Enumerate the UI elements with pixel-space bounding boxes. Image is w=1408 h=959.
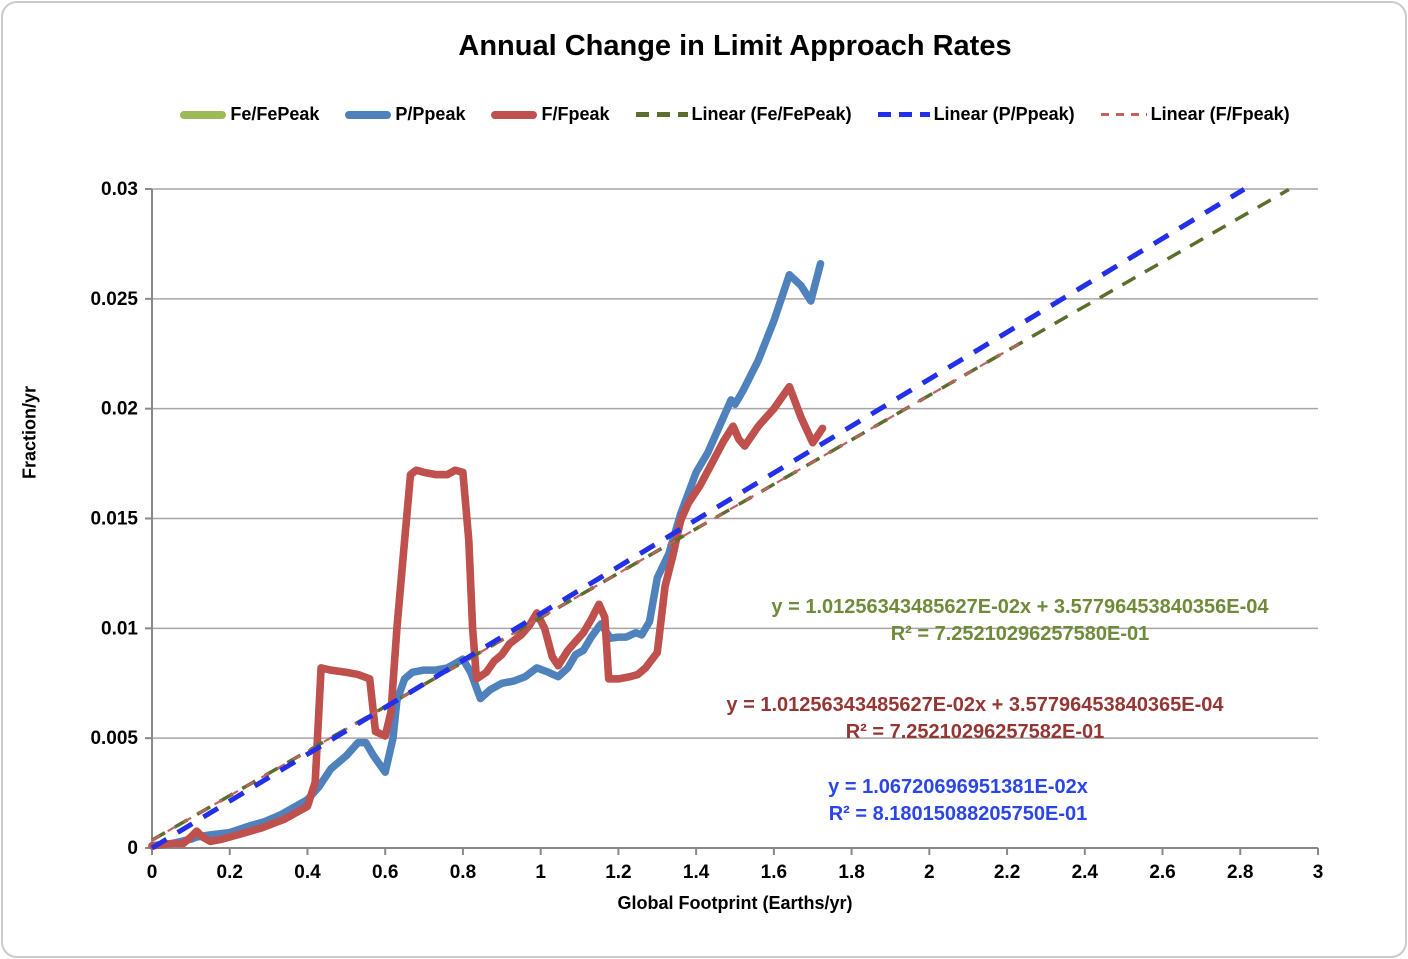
legend-item-linear-f-fpeak[interactable]: Linear (F/Fpeak) xyxy=(1100,104,1290,125)
r-squared-line: R² = 7.25210296257582E-01 xyxy=(845,721,1105,743)
x-tick-label: 2.8 xyxy=(1227,862,1253,883)
series-line-f-fpeak[interactable] xyxy=(148,382,827,850)
series-line-p-ppeak[interactable] xyxy=(148,259,825,850)
equation-line: y = 1.01256343485627E-02x + 3.5779645384… xyxy=(726,694,1224,716)
equation-annotation-fe-fepeak[interactable]: y = 1.01256343485627E-02x + 3.5779645384… xyxy=(720,594,1320,648)
legend-label: Linear (P/Ppeak) xyxy=(933,104,1075,124)
equation-annotation-f-fpeak[interactable]: y = 1.01256343485627E-02x + 3.5779645384… xyxy=(675,692,1275,746)
x-tick-label: 1 xyxy=(535,862,546,883)
y-tick-label: 0.01 xyxy=(101,618,138,639)
legend-label: Linear (Fe/FePeak) xyxy=(691,104,852,124)
legend-line-swatch xyxy=(1100,113,1147,116)
x-tick-label: 3 xyxy=(1313,862,1324,883)
legend: Fe/FePeak P/Ppeak F/Fpeak Linear (Fe/FePeak… xyxy=(152,104,1318,125)
x-tick-label: 0 xyxy=(147,862,158,883)
x-tick-label: 0.6 xyxy=(372,862,398,883)
x-tick-label: 2.6 xyxy=(1149,862,1175,883)
legend-label: Fe/FePeak xyxy=(230,104,320,124)
x-tick-label: 1.6 xyxy=(761,862,787,883)
x-tick-label: 1.8 xyxy=(838,862,864,883)
y-tick-label: 0.015 xyxy=(90,509,138,530)
y-tick-label: 0.005 xyxy=(90,728,138,749)
x-tick-label: 2.2 xyxy=(994,862,1020,883)
x-tick-label: 0.2 xyxy=(217,862,243,883)
x-tick-label: 1.4 xyxy=(683,862,710,883)
x-tick-label: 2.4 xyxy=(1072,862,1099,883)
r-squared-line: R² = 8.18015088205750E-01 xyxy=(828,803,1088,825)
legend-line-swatch xyxy=(180,110,227,119)
legend-line-swatch xyxy=(635,112,688,117)
equation-annotation-p-ppeak[interactable]: y = 1.06720696951381E-02x R² = 8.1801508… xyxy=(758,774,1158,828)
chart-title[interactable]: Annual Change in Limit Approach Rates xyxy=(458,30,1012,62)
x-tick-label: 2 xyxy=(924,862,935,883)
x-tick-label: 1.2 xyxy=(605,862,631,883)
x-axis-title[interactable]: Global Footprint (Earths/yr) xyxy=(617,893,853,913)
legend-line-swatch xyxy=(877,112,930,117)
legend-label: Linear (F/Fpeak) xyxy=(1150,104,1290,124)
y-tick-label: 0.02 xyxy=(101,399,138,420)
legend-label: P/Ppeak xyxy=(395,104,466,124)
r-squared-line: R² = 7.25210296257580E-01 xyxy=(890,623,1150,645)
equation-line: y = 1.01256343485627E-02x + 3.5779645384… xyxy=(771,596,1269,618)
legend-item-linear-fe-fepeak[interactable]: Linear (Fe/FePeak) xyxy=(635,104,852,125)
x-tick-label: 0.8 xyxy=(450,862,476,883)
legend-item-fe-fepeak[interactable]: Fe/FePeak xyxy=(180,104,319,125)
legend-line-swatch xyxy=(345,110,392,119)
x-tick-label: 0.4 xyxy=(294,862,321,883)
trendline-linear-f-fpeak[interactable] xyxy=(151,343,1020,842)
equation-line: y = 1.06720696951381E-02x xyxy=(828,776,1088,798)
legend-item-linear-p-ppeak[interactable]: Linear (P/Ppeak) xyxy=(877,104,1075,125)
y-tick-label: 0.025 xyxy=(90,289,138,310)
y-tick-label: 0.03 xyxy=(101,179,138,200)
y-tick-label: 0 xyxy=(127,838,138,859)
legend-label: F/Fpeak xyxy=(541,104,610,124)
legend-item-f-fpeak[interactable]: F/Fpeak xyxy=(491,104,610,125)
legend-line-swatch xyxy=(491,110,538,119)
legend-item-p-ppeak[interactable]: P/Ppeak xyxy=(345,104,465,125)
y-axis-title[interactable]: Fraction/yr xyxy=(19,385,40,479)
trendline-linear-p-ppeak[interactable] xyxy=(150,187,1246,851)
